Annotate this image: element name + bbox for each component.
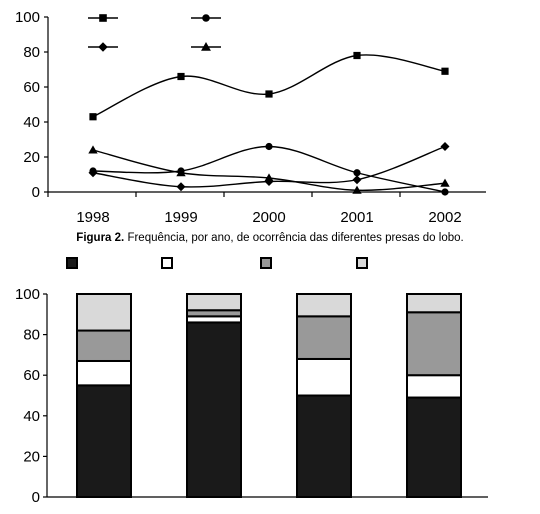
line-point bbox=[353, 169, 361, 177]
line-legend-marker bbox=[99, 14, 107, 22]
bar-segment bbox=[406, 396, 462, 498]
line-point bbox=[176, 168, 186, 177]
bar-chart-y-tick-label: 80 bbox=[23, 327, 40, 344]
bar-chart-y-tick-label: 0 bbox=[32, 489, 40, 506]
line-legend-marker bbox=[201, 42, 211, 51]
stacked-bar-chart: 0 20 40 60 80 100 bbox=[15, 257, 488, 506]
bar-segment bbox=[296, 315, 352, 360]
line-point bbox=[353, 51, 361, 60]
line-point bbox=[177, 72, 185, 81]
bar-legend-swatch bbox=[66, 257, 78, 269]
line-point bbox=[352, 175, 362, 185]
bar-chart-y-tick-label: 100 bbox=[15, 286, 40, 303]
line-chart-x-tick-label: 1999 bbox=[164, 209, 197, 226]
line-legend-marker bbox=[98, 42, 108, 52]
line-series-1 bbox=[92, 54, 446, 118]
bar-segment bbox=[406, 374, 462, 399]
line-chart-y-tick-label: 80 bbox=[23, 44, 40, 61]
bar-legend-swatch bbox=[260, 257, 272, 269]
line-chart-x-tick-label: 2002 bbox=[428, 209, 461, 226]
bar-segment bbox=[186, 293, 242, 312]
bar-segment bbox=[76, 293, 132, 332]
bar-chart-y-tick-label: 20 bbox=[23, 448, 40, 465]
bar-segment bbox=[76, 359, 132, 387]
line-chart: 0 20 40 60 80 100 1998 1999 2000 2001 2002 bbox=[15, 9, 486, 226]
bar-chart-y-tick-label: 60 bbox=[23, 367, 40, 384]
line-chart-x-tick-label: 2001 bbox=[340, 209, 373, 226]
line-point bbox=[88, 168, 98, 178]
line-chart-y-tick-label: 40 bbox=[23, 114, 40, 131]
line-point bbox=[265, 142, 273, 151]
bar-legend-swatch bbox=[161, 257, 173, 269]
line-chart-y-tick-label: 20 bbox=[23, 149, 40, 166]
bar-segment bbox=[76, 329, 132, 362]
bar-segment bbox=[406, 311, 462, 377]
line-chart-y-tick-label: 0 bbox=[32, 184, 40, 201]
bar-segment bbox=[76, 384, 132, 499]
line-point bbox=[89, 113, 97, 121]
line-point bbox=[440, 178, 450, 187]
caption-label: Figura 2. bbox=[76, 232, 125, 244]
line-point bbox=[440, 142, 450, 151]
line-point bbox=[176, 182, 186, 192]
line-point bbox=[352, 185, 362, 194]
bar-legend-swatch bbox=[356, 257, 368, 269]
bar-segment bbox=[296, 293, 352, 318]
bar-chart-y-tick-label: 40 bbox=[23, 408, 40, 425]
bar-segment bbox=[406, 293, 462, 314]
bar-segment bbox=[296, 357, 352, 397]
line-point bbox=[264, 173, 274, 182]
line-chart-y-tick-label: 100 bbox=[15, 9, 40, 26]
line-chart-x-tick-label: 1998 bbox=[76, 209, 109, 226]
bar-segment bbox=[296, 394, 352, 498]
caption-text: Frequência, por ano, de ocorrência das d… bbox=[127, 232, 464, 244]
line-chart-x-tick-label: 2000 bbox=[252, 209, 285, 226]
line-point bbox=[441, 188, 449, 196]
bar-segment bbox=[186, 321, 242, 499]
line-legend-marker bbox=[202, 14, 210, 22]
line-chart-y-tick-label: 60 bbox=[23, 79, 40, 96]
figure-caption: Figura 2. Frequência, por ano, de ocorrê… bbox=[0, 232, 540, 244]
line-point bbox=[88, 145, 98, 154]
line-point bbox=[441, 67, 449, 75]
line-point bbox=[265, 90, 273, 98]
